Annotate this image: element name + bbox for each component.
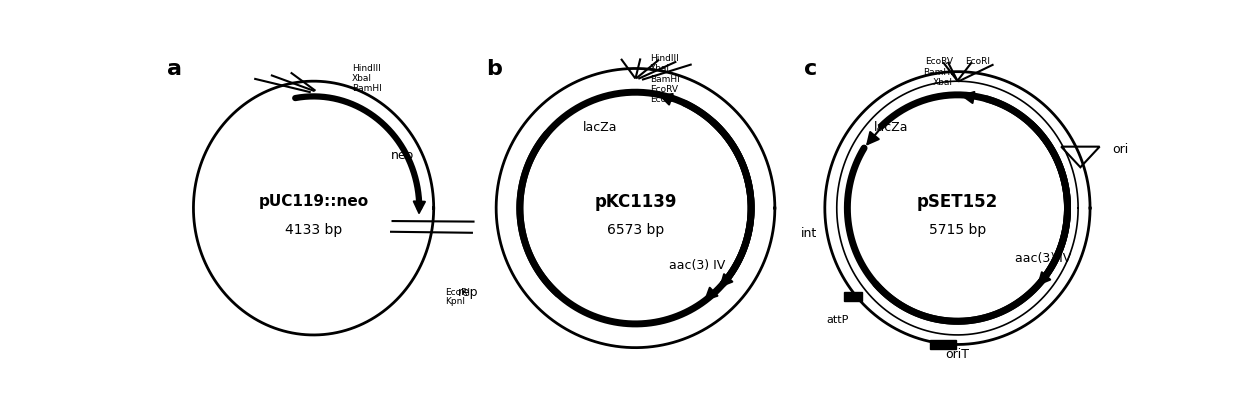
Text: oriT: oriT bbox=[945, 348, 970, 361]
Text: XbaI: XbaI bbox=[650, 64, 670, 73]
Text: pUC119::neo: pUC119::neo bbox=[258, 194, 368, 209]
Bar bbox=[844, 292, 862, 301]
Text: HindIII: HindIII bbox=[650, 54, 678, 63]
Text: lacZa: lacZa bbox=[583, 121, 618, 133]
Text: pSET152: pSET152 bbox=[916, 193, 998, 211]
Text: pKC1139: pKC1139 bbox=[594, 193, 677, 211]
Text: BamHI: BamHI bbox=[923, 68, 952, 77]
Text: XbaI: XbaI bbox=[352, 74, 372, 83]
Text: EcoRV: EcoRV bbox=[650, 84, 678, 94]
Text: a: a bbox=[166, 59, 181, 79]
Bar bbox=[930, 340, 956, 349]
Text: BamHI: BamHI bbox=[352, 84, 382, 93]
Text: EcoRI: EcoRI bbox=[650, 95, 675, 104]
Text: lacZa: lacZa bbox=[874, 121, 909, 133]
Text: HindIII: HindIII bbox=[352, 64, 381, 73]
Text: 5715 bp: 5715 bp bbox=[929, 223, 986, 237]
Text: EcoRI: EcoRI bbox=[965, 57, 990, 66]
Text: KpnI: KpnI bbox=[445, 297, 465, 306]
Text: 4133 bp: 4133 bp bbox=[285, 223, 342, 237]
Text: EcoRV: EcoRV bbox=[925, 57, 952, 66]
Text: XbaI: XbaI bbox=[932, 78, 952, 87]
Text: int: int bbox=[801, 227, 817, 240]
Text: BamHI: BamHI bbox=[650, 75, 680, 84]
Text: neo: neo bbox=[391, 149, 414, 162]
Text: 6573 bp: 6573 bp bbox=[606, 223, 665, 237]
Text: c: c bbox=[804, 59, 817, 79]
Text: aac(3) IV: aac(3) IV bbox=[1016, 252, 1071, 265]
Text: ori: ori bbox=[1112, 143, 1128, 156]
Text: b: b bbox=[486, 59, 502, 79]
Text: aac(3) IV: aac(3) IV bbox=[670, 259, 725, 272]
Text: EcoRI: EcoRI bbox=[445, 288, 470, 297]
Text: attP: attP bbox=[827, 315, 849, 325]
Text: rep: rep bbox=[458, 286, 479, 299]
